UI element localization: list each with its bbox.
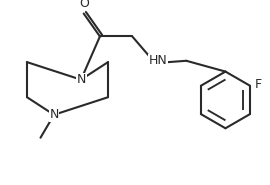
Text: O: O — [79, 0, 89, 10]
Text: N: N — [77, 73, 86, 86]
Text: F: F — [255, 78, 262, 91]
Text: HN: HN — [148, 54, 167, 67]
Text: N: N — [49, 108, 59, 121]
